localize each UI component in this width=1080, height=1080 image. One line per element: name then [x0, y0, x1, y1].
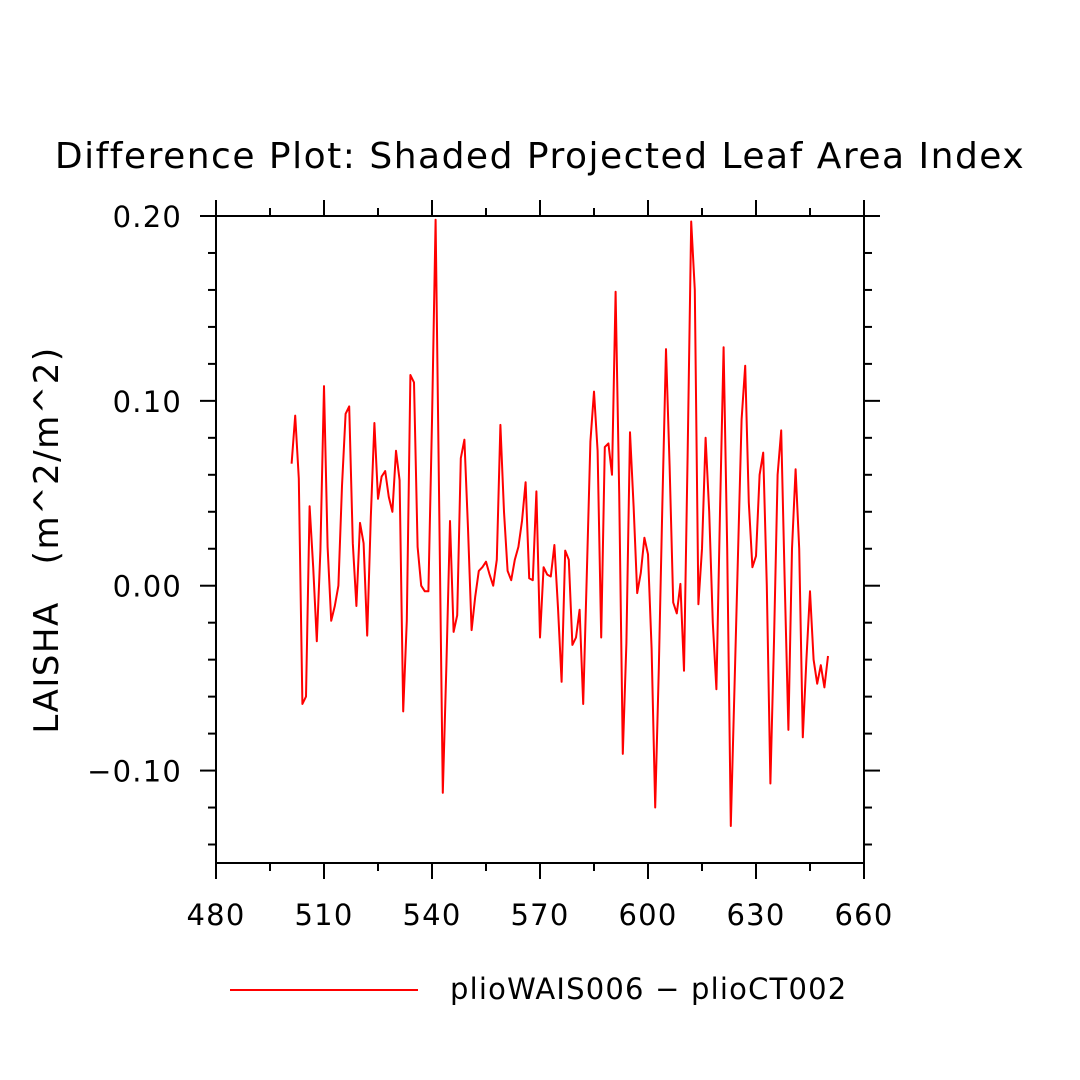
x-tick-label: 570 [511, 898, 570, 932]
x-tick-label: 600 [619, 898, 678, 932]
y-tick-label: 0.20 [113, 200, 182, 234]
y-tick-label: −0.10 [87, 755, 182, 789]
y-tick-label: 0.00 [113, 570, 182, 604]
plot-area: 480 510 540 570 600 630 660 −0.10 0.00 0.10 0.20 [87, 200, 894, 932]
series-line [290, 218, 829, 827]
y-tick-label: 0.10 [113, 385, 182, 419]
legend-series-label: plioWAIS006 − plioCT002 [450, 972, 847, 1006]
legend: plioWAIS006 − plioCT002 [230, 972, 847, 1006]
x-tick-label: 540 [403, 898, 462, 932]
y-axis-label: LAISHA (m^2/m^2) [27, 346, 67, 733]
x-tick-label: 630 [727, 898, 786, 932]
x-tick-label: 480 [187, 898, 246, 932]
chart-title: Difference Plot: Shaded Projected Leaf A… [55, 136, 1025, 177]
x-tick-label: 660 [835, 898, 894, 932]
x-tick-label: 510 [295, 898, 354, 932]
plot-frame [215, 215, 865, 864]
